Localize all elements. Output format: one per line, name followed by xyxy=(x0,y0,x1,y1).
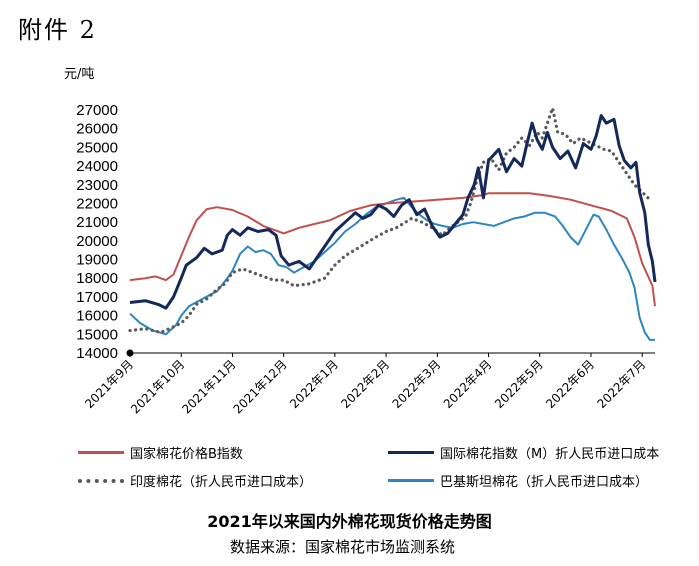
attachment-label: 附件 2 xyxy=(18,16,97,44)
x-tick-label: 2022年5月 xyxy=(492,357,546,411)
x-tick-label: 2022年1月 xyxy=(287,357,341,411)
chart-source: 数据来源：国家棉花市场监测系统 xyxy=(230,538,456,556)
legend-swatch-pakistan xyxy=(388,479,434,482)
y-tick-label: 27000 xyxy=(76,102,118,119)
y-tick-label: 14000 xyxy=(76,345,118,362)
legend-swatch-india xyxy=(78,478,124,483)
y-tick-label: 15000 xyxy=(76,326,118,343)
legend-label-india: 印度棉花（折人民币进口成本） xyxy=(130,475,313,490)
x-tick-label: 2022年7月 xyxy=(594,357,648,411)
x-tick-label: 2022年2月 xyxy=(338,357,392,411)
x-tick-label: 2022年3月 xyxy=(390,357,444,411)
y-tick-label: 17000 xyxy=(76,289,118,306)
y-tick-label: 20000 xyxy=(76,233,118,250)
y-tick-label: 19000 xyxy=(76,252,118,269)
series-pakistan xyxy=(129,196,655,341)
x-tick-label: 2022年6月 xyxy=(543,357,597,411)
x-tick-label: 2022年4月 xyxy=(441,357,495,411)
y-tick-label: 23000 xyxy=(76,177,118,194)
y-axis-unit-label: 元/吨 xyxy=(64,67,94,82)
legend-item-pakistan: 巴基斯坦棉花（折人民币进口成本） xyxy=(388,471,648,490)
legend-label-china-b-index: 国家棉花价格B指数 xyxy=(130,447,243,462)
y-tick-label: 24000 xyxy=(76,158,118,175)
series-intl-m-index xyxy=(129,114,657,310)
y-tick-label: 16000 xyxy=(76,308,118,325)
y-tick-label: 26000 xyxy=(76,121,118,138)
y-tick-label: 25000 xyxy=(76,139,118,156)
y-tick-label: 22000 xyxy=(76,195,118,212)
series-india xyxy=(128,106,652,334)
legend-item-intl-m-index: 国际棉花指数（M）折人民币进口成本 xyxy=(388,443,659,462)
series-china-b-index xyxy=(129,192,656,307)
x-tick-label: 2021年9月 xyxy=(82,357,136,411)
legend-label-pakistan: 巴基斯坦棉花（折人民币进口成本） xyxy=(440,475,649,490)
series-layer xyxy=(128,106,657,341)
x-tick-label: 2021年12月 xyxy=(231,357,290,416)
x-tick-label: 2021年11月 xyxy=(179,357,238,416)
chart-title: 2021年以来国内外棉花现货价格走势图 xyxy=(207,512,492,531)
y-tick-label: 18000 xyxy=(76,270,118,287)
legend-swatch-intl-m-index xyxy=(388,451,434,454)
legend-label-intl-m-index: 国际棉花指数（M）折人民币进口成本 xyxy=(440,447,660,462)
legend: 国家棉花价格B指数 国际棉花指数（M）折人民币进口成本 印度棉花（折人民币进口成… xyxy=(70,443,680,493)
legend-item-india: 印度棉花（折人民币进口成本） xyxy=(78,471,312,490)
x-tick-label: 2021年10月 xyxy=(128,357,187,416)
y-tick-label: 21000 xyxy=(76,214,118,231)
legend-item-china-b-index: 国家棉花价格B指数 xyxy=(78,443,243,462)
legend-swatch-china-b-index xyxy=(78,451,124,454)
